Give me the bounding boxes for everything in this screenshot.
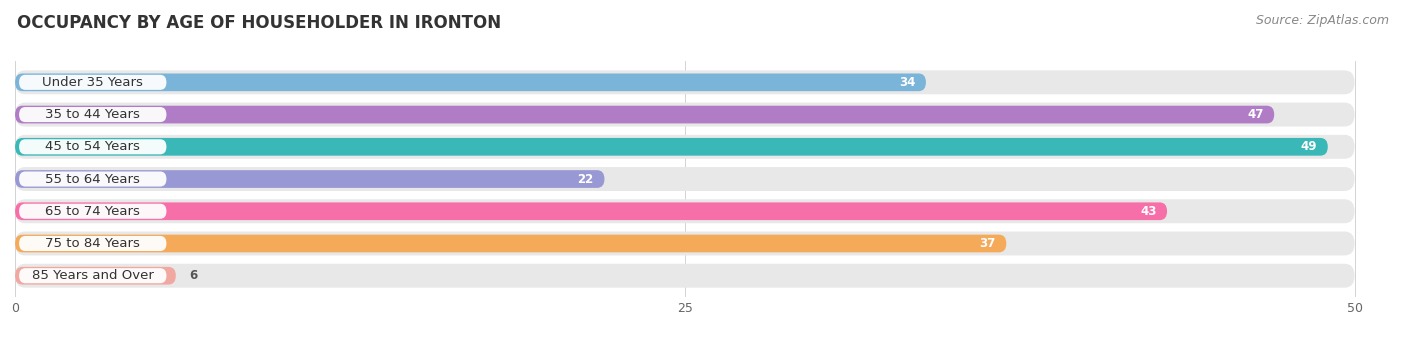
FancyBboxPatch shape	[20, 107, 166, 122]
FancyBboxPatch shape	[20, 236, 166, 251]
FancyBboxPatch shape	[20, 204, 166, 219]
FancyBboxPatch shape	[15, 232, 1354, 255]
FancyBboxPatch shape	[15, 203, 1167, 220]
FancyBboxPatch shape	[20, 139, 166, 154]
Text: 49: 49	[1301, 140, 1317, 153]
Text: 65 to 74 Years: 65 to 74 Years	[45, 205, 141, 218]
FancyBboxPatch shape	[20, 268, 166, 283]
Text: 6: 6	[190, 269, 197, 282]
Text: 55 to 64 Years: 55 to 64 Years	[45, 173, 141, 186]
Text: Under 35 Years: Under 35 Years	[42, 76, 143, 89]
FancyBboxPatch shape	[15, 170, 605, 188]
Text: 43: 43	[1140, 205, 1156, 218]
FancyBboxPatch shape	[15, 103, 1354, 127]
FancyBboxPatch shape	[15, 267, 176, 285]
FancyBboxPatch shape	[15, 235, 1007, 252]
FancyBboxPatch shape	[15, 135, 1354, 159]
Text: 34: 34	[898, 76, 915, 89]
Text: 35 to 44 Years: 35 to 44 Years	[45, 108, 141, 121]
Text: 47: 47	[1247, 108, 1264, 121]
FancyBboxPatch shape	[20, 172, 166, 187]
Text: 37: 37	[980, 237, 995, 250]
FancyBboxPatch shape	[15, 167, 1354, 191]
FancyBboxPatch shape	[15, 199, 1354, 223]
FancyBboxPatch shape	[15, 264, 1354, 288]
Text: Source: ZipAtlas.com: Source: ZipAtlas.com	[1256, 14, 1389, 27]
FancyBboxPatch shape	[15, 138, 1327, 155]
FancyBboxPatch shape	[15, 70, 1354, 94]
Text: 22: 22	[578, 173, 593, 186]
Text: 45 to 54 Years: 45 to 54 Years	[45, 140, 141, 153]
FancyBboxPatch shape	[20, 75, 166, 90]
Text: 85 Years and Over: 85 Years and Over	[32, 269, 153, 282]
FancyBboxPatch shape	[15, 106, 1274, 123]
FancyBboxPatch shape	[15, 73, 927, 91]
Text: OCCUPANCY BY AGE OF HOUSEHOLDER IN IRONTON: OCCUPANCY BY AGE OF HOUSEHOLDER IN IRONT…	[17, 14, 501, 32]
Text: 75 to 84 Years: 75 to 84 Years	[45, 237, 141, 250]
